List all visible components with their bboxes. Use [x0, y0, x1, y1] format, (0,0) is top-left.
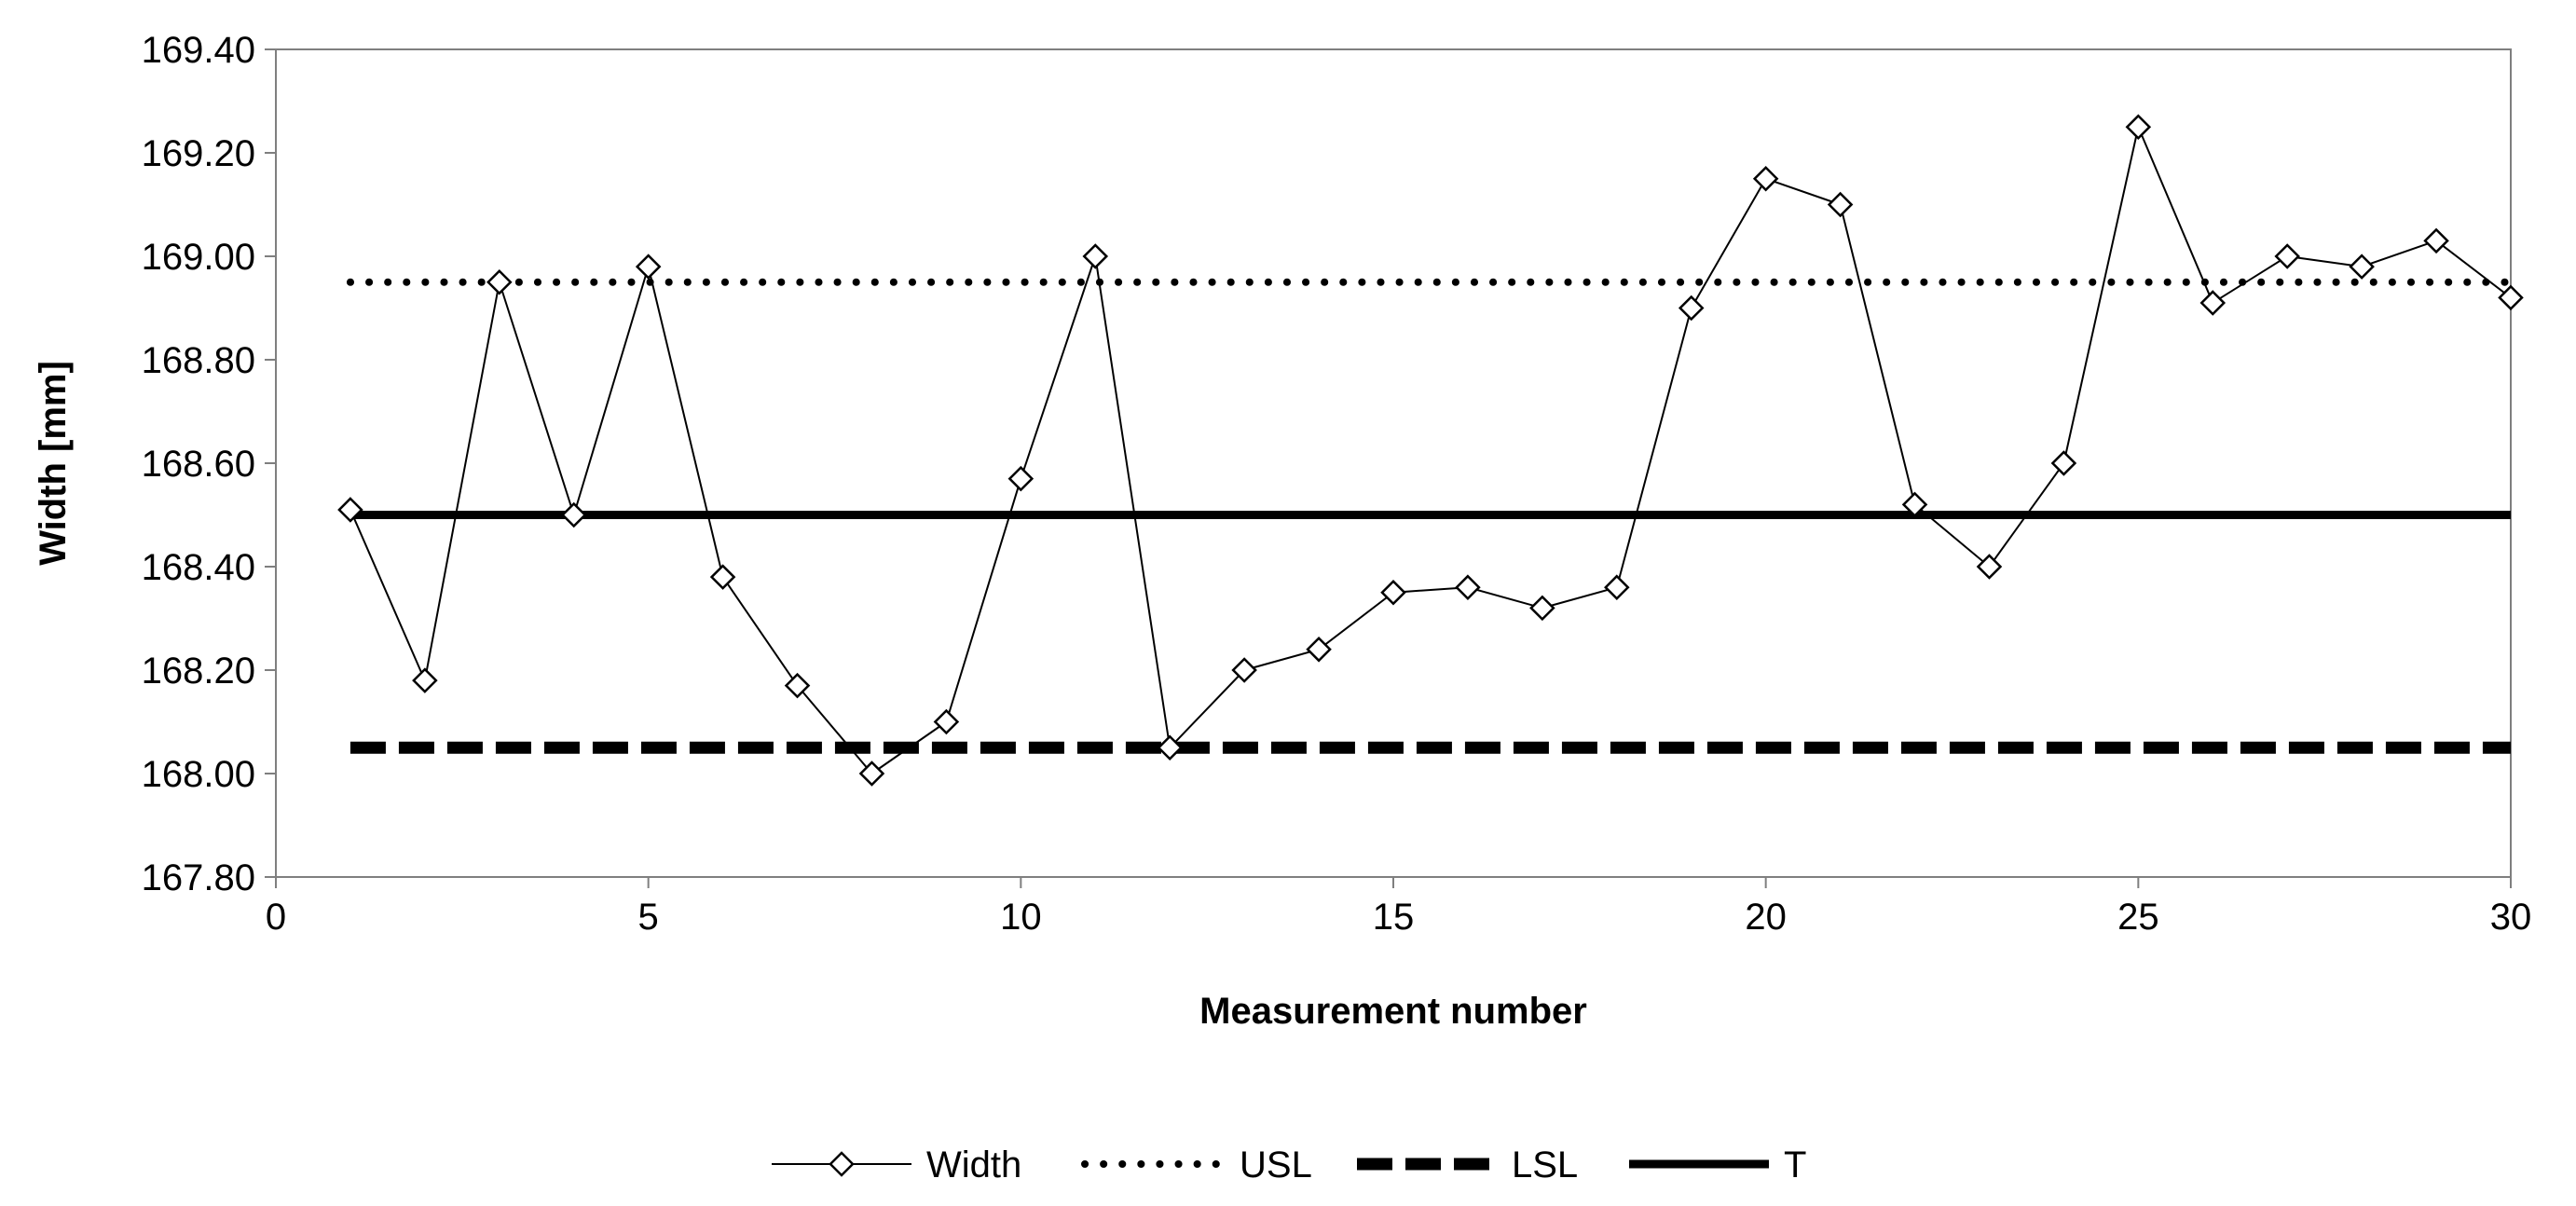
width-point	[560, 501, 587, 528]
legend-label-usl: USL	[1240, 1144, 1312, 1185]
legend-marker-width	[829, 1151, 855, 1177]
legend-label-t: T	[1784, 1144, 1806, 1185]
x-tick-label: 15	[1373, 897, 1415, 938]
width-point	[1007, 465, 1035, 492]
y-axis-title: Width [mm]	[33, 361, 74, 566]
y-tick-label: 168.80	[142, 340, 255, 381]
y-tick-label: 169.20	[142, 133, 255, 174]
width-point	[2199, 290, 2227, 316]
width-point	[1604, 574, 1630, 600]
y-tick-label: 168.00	[142, 754, 255, 795]
width-point	[1306, 637, 1332, 663]
width-line	[349, 126, 2512, 774]
width-point	[1976, 554, 2003, 580]
width-point	[2423, 227, 2449, 254]
x-tick-label: 30	[2490, 897, 2532, 938]
width-point	[337, 497, 363, 523]
width-point	[2050, 450, 2077, 476]
x-tick-label: 25	[2117, 897, 2159, 938]
y-tick-label: 168.60	[142, 444, 255, 485]
width-point	[2274, 243, 2300, 269]
width-point	[1827, 191, 1854, 218]
reference-lines	[346, 278, 2514, 754]
y-tick-label: 169.40	[142, 30, 255, 71]
width-point	[1455, 574, 1481, 600]
x-tick-label: 0	[266, 897, 286, 938]
width-point	[486, 268, 513, 295]
width-point	[1082, 243, 1109, 269]
x-axis-title: Measurement number	[1199, 991, 1587, 1032]
y-tick-label: 168.40	[142, 547, 255, 588]
y-tick-label: 168.20	[142, 651, 255, 692]
width-point	[412, 667, 438, 693]
width-point	[2125, 114, 2152, 141]
x-tick-label: 10	[1000, 897, 1042, 938]
width-point	[635, 254, 662, 280]
width-point	[1231, 657, 1257, 683]
y-tick-label: 167.80	[142, 857, 255, 898]
width-series	[337, 114, 2524, 787]
legend-label-lsl: LSL	[1512, 1144, 1578, 1185]
x-tick-label: 20	[1745, 897, 1787, 938]
width-point	[1529, 595, 1555, 622]
width-point	[1678, 295, 1705, 322]
legend-label-width: Width	[926, 1144, 1021, 1185]
width-point	[1752, 165, 1779, 192]
width-point	[1157, 734, 1183, 761]
width-point	[709, 564, 736, 590]
width-point	[2349, 254, 2375, 280]
width-point	[1901, 491, 1928, 518]
width-point	[784, 672, 811, 699]
legend: Width USL LSL T	[772, 1144, 1806, 1185]
axes: 167.80 168.00 168.20 168.40 168.60 168.80 169.…	[33, 30, 2531, 1032]
width-point	[1380, 579, 1406, 606]
x-tick-label: 5	[638, 897, 659, 938]
width-point	[858, 761, 885, 787]
width-point	[2498, 284, 2524, 311]
y-tick-label: 169.00	[142, 237, 255, 278]
width-point	[933, 708, 960, 735]
